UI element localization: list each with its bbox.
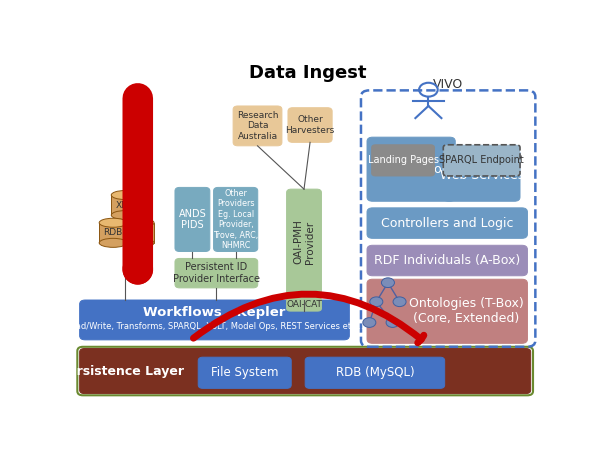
Text: Workflows  -Kepler: Workflows -Kepler: [143, 306, 286, 319]
Ellipse shape: [99, 238, 127, 248]
Text: File System: File System: [211, 366, 278, 379]
Text: Controllers and Logic: Controllers and Logic: [381, 216, 514, 230]
Circle shape: [393, 297, 406, 306]
FancyBboxPatch shape: [198, 357, 291, 388]
Polygon shape: [111, 195, 139, 215]
Text: Landing Pages: Landing Pages: [368, 155, 439, 166]
Text: OAI-PMH
Provider: OAI-PMH Provider: [293, 220, 315, 265]
Circle shape: [386, 318, 399, 328]
Circle shape: [363, 318, 376, 328]
Ellipse shape: [99, 218, 127, 227]
FancyBboxPatch shape: [233, 106, 282, 146]
Ellipse shape: [111, 211, 139, 220]
Text: RDF Individuals (A-Box): RDF Individuals (A-Box): [374, 254, 520, 267]
Circle shape: [370, 297, 383, 306]
FancyBboxPatch shape: [443, 145, 520, 176]
FancyBboxPatch shape: [175, 187, 210, 252]
Text: Research
Data
Australia: Research Data Australia: [237, 111, 278, 141]
Text: SPARQL Endpoint: SPARQL Endpoint: [439, 155, 524, 166]
Text: XML: XML: [116, 201, 134, 210]
Text: Web Services: Web Services: [440, 169, 524, 182]
FancyBboxPatch shape: [371, 145, 434, 176]
Polygon shape: [99, 223, 127, 243]
Text: RDB (MySQL): RDB (MySQL): [335, 366, 414, 379]
FancyBboxPatch shape: [305, 357, 445, 388]
Text: VIVO: VIVO: [433, 78, 463, 90]
FancyBboxPatch shape: [214, 187, 258, 252]
Text: ANDS
PIDS: ANDS PIDS: [179, 209, 206, 230]
Text: Other
Providers
Eg. Local
Provider,
Trove, ARC,
NHMRC: Other Providers Eg. Local Provider, Trov…: [213, 189, 258, 250]
Text: RDB: RDB: [104, 228, 123, 237]
Text: Other
Harvesters: Other Harvesters: [286, 115, 335, 135]
FancyBboxPatch shape: [443, 149, 520, 201]
FancyBboxPatch shape: [287, 189, 322, 295]
Text: Persistence Layer: Persistence Layer: [59, 364, 184, 378]
Text: Presentation: Presentation: [372, 163, 451, 176]
Text: OAI-CAT: OAI-CAT: [286, 300, 322, 309]
FancyBboxPatch shape: [80, 300, 349, 340]
Polygon shape: [126, 223, 154, 243]
FancyBboxPatch shape: [80, 348, 531, 394]
FancyBboxPatch shape: [367, 245, 527, 276]
Text: Ontologies (T-Box)
(Core, Extended): Ontologies (T-Box) (Core, Extended): [409, 297, 524, 325]
Text: Data Ingest: Data Ingest: [249, 64, 366, 82]
FancyBboxPatch shape: [367, 208, 527, 238]
Ellipse shape: [126, 218, 154, 227]
Ellipse shape: [126, 238, 154, 248]
FancyBboxPatch shape: [367, 137, 455, 201]
FancyBboxPatch shape: [367, 279, 527, 343]
FancyBboxPatch shape: [288, 108, 332, 142]
Text: Persistent ID
Provider Interface: Persistent ID Provider Interface: [173, 262, 260, 284]
FancyBboxPatch shape: [175, 258, 258, 288]
Text: CSV: CSV: [131, 228, 149, 237]
Text: Read/Write, Transforms, SPARQL, XSLT, Model Ops, REST Services etc...: Read/Write, Transforms, SPARQL, XSLT, Mo…: [65, 322, 364, 331]
Ellipse shape: [111, 190, 139, 199]
Circle shape: [382, 278, 394, 288]
FancyBboxPatch shape: [287, 297, 322, 311]
